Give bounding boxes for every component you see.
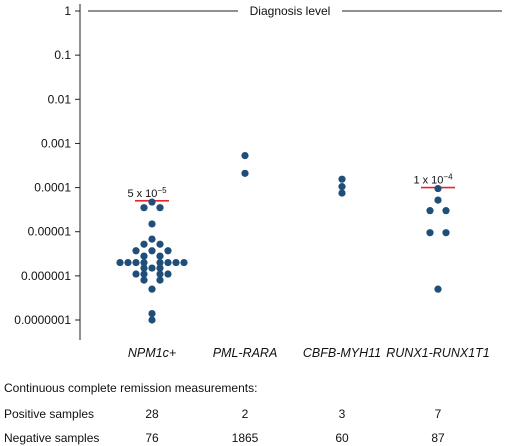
threshold-label: 1 x 10−4 bbox=[413, 173, 453, 187]
data-point bbox=[442, 207, 449, 214]
table-cell-positive-runx1: 7 bbox=[435, 407, 442, 421]
data-point bbox=[148, 220, 155, 227]
data-point bbox=[132, 247, 139, 254]
data-point bbox=[148, 236, 155, 243]
data-point bbox=[241, 152, 248, 159]
data-point bbox=[140, 277, 147, 284]
data-point bbox=[338, 183, 345, 190]
data-point bbox=[124, 259, 131, 266]
data-point bbox=[338, 189, 345, 196]
table-cell-negative-runx1: 87 bbox=[431, 431, 444, 445]
y-tick-label: 0.00001 bbox=[28, 225, 72, 239]
y-tick-label: 0.0001 bbox=[34, 181, 71, 195]
data-point bbox=[180, 259, 187, 266]
data-point bbox=[426, 229, 433, 236]
table-title: Continuous complete remission measuremen… bbox=[4, 381, 257, 395]
diagnosis-level-label: Diagnosis level bbox=[250, 4, 331, 18]
x-category-label: RUNX1-RUNX1T1 bbox=[386, 346, 490, 360]
table-cell-negative-cbfb: 60 bbox=[335, 431, 348, 445]
data-point bbox=[116, 259, 123, 266]
x-category-label: NPM1c+ bbox=[128, 346, 176, 360]
data-point bbox=[156, 204, 163, 211]
table-cell-negative-npm1: 76 bbox=[145, 431, 158, 445]
data-point bbox=[140, 241, 147, 248]
table-row-negative-label: Negative samples bbox=[4, 431, 99, 445]
data-point bbox=[434, 197, 441, 204]
table-row-positive-label: Positive samples bbox=[4, 407, 94, 421]
data-point bbox=[156, 241, 163, 248]
data-point bbox=[148, 264, 155, 271]
data-point bbox=[148, 286, 155, 293]
y-tick-label: 0.000001 bbox=[21, 269, 71, 283]
x-category-label: CBFB-MYH11 bbox=[303, 346, 381, 360]
data-point bbox=[426, 207, 433, 214]
data-point bbox=[132, 270, 139, 277]
data-point bbox=[338, 176, 345, 183]
data-point bbox=[156, 253, 163, 260]
y-tick-label: 0.0000001 bbox=[14, 313, 71, 327]
y-tick-label: 1 bbox=[64, 4, 71, 18]
data-point bbox=[148, 247, 155, 254]
data-point bbox=[148, 310, 155, 317]
data-point bbox=[164, 247, 171, 254]
data-point bbox=[140, 253, 147, 260]
data-point bbox=[148, 316, 155, 323]
y-tick-label: 0.001 bbox=[41, 136, 71, 150]
table-cell-negative-pml: 1865 bbox=[232, 431, 259, 445]
table-cell-positive-pml: 2 bbox=[242, 407, 249, 421]
data-point bbox=[241, 170, 248, 177]
y-tick-label: 0.01 bbox=[48, 92, 72, 106]
data-point bbox=[156, 277, 163, 284]
table-cell-positive-cbfb: 3 bbox=[339, 407, 346, 421]
data-point bbox=[434, 185, 441, 192]
data-point bbox=[164, 270, 171, 277]
threshold-label: 5 x 10−5 bbox=[127, 186, 167, 200]
x-category-label: PML-RARA bbox=[213, 346, 278, 360]
y-tick-label: 0.1 bbox=[54, 48, 71, 62]
table-cell-positive-npm1: 28 bbox=[145, 407, 158, 421]
plot-area: 1 0.1 0.01 0.001 0.0001 0.00001 0.000001 0.0000… bbox=[14, 4, 502, 360]
data-point bbox=[434, 286, 441, 293]
data-point bbox=[164, 259, 171, 266]
data-point bbox=[442, 229, 449, 236]
data-point bbox=[132, 259, 139, 266]
data-point bbox=[148, 198, 155, 205]
data-point bbox=[140, 204, 147, 211]
data-point bbox=[172, 259, 179, 266]
